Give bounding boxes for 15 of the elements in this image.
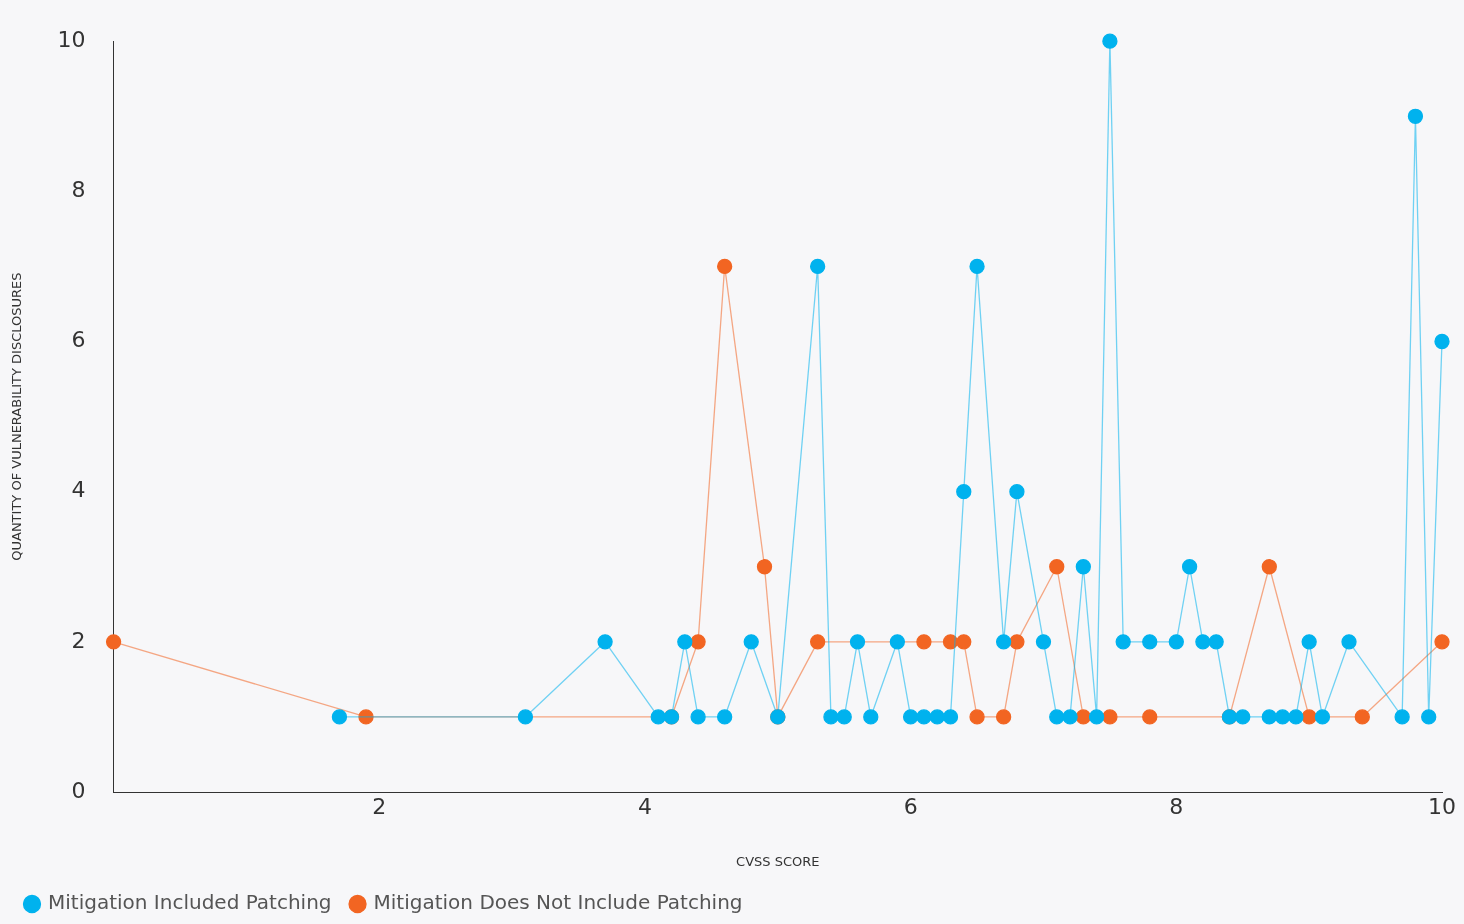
legend-label: Mitigation Included Patching	[48, 890, 332, 915]
y-tick-label: 8	[71, 177, 86, 203]
y-tick-label: 10	[57, 26, 86, 52]
x-tick-label: 2	[372, 793, 387, 819]
x-tick-label: 8	[1169, 793, 1184, 819]
x-tick-label: 4	[637, 793, 652, 819]
x-tick-label: 10	[1428, 793, 1456, 819]
legend-label: Mitigation Does Not Include Patching	[373, 890, 743, 915]
y-tick-label: 2	[71, 627, 86, 653]
y-axis-title: QUANTITY OF VULNERABILITY DISCLOSURES	[9, 272, 25, 561]
x-tick-label: 6	[903, 793, 918, 819]
y-tick-label: 0	[71, 777, 86, 803]
x-axis-title: CVSS SCORE	[736, 853, 820, 869]
y-tick-label: 4	[71, 477, 86, 503]
y-tick-label: 6	[71, 327, 86, 353]
